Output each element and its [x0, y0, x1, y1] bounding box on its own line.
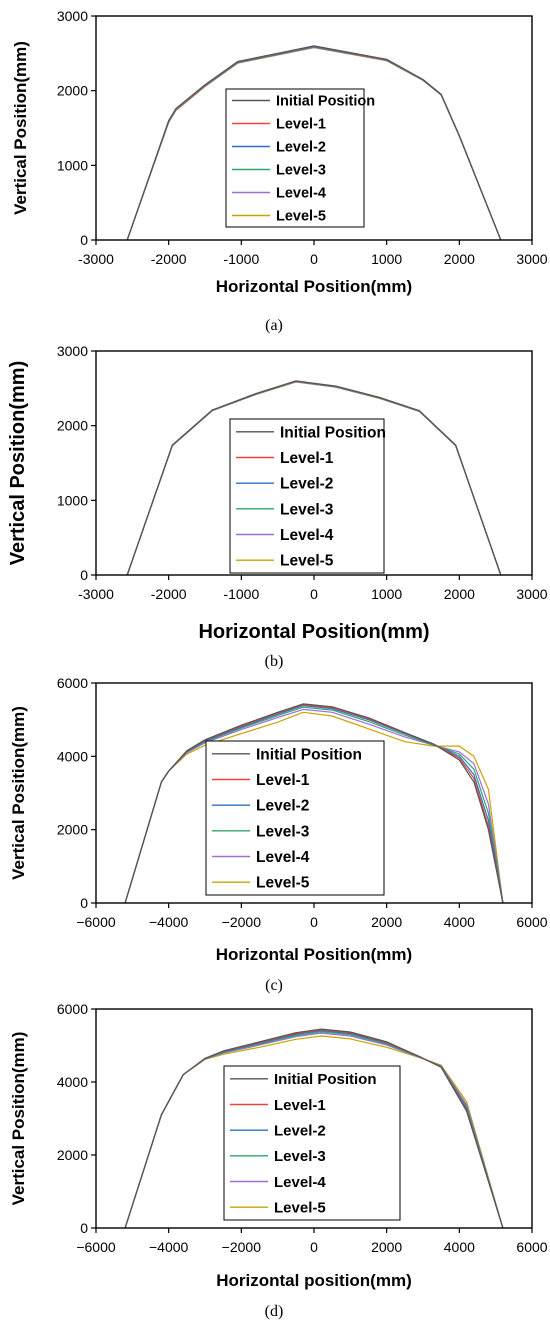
x-tick-label: 1000	[371, 586, 402, 602]
legend-label: Level-5	[280, 553, 334, 570]
legend-box	[205, 740, 385, 896]
y-tick-label: 2000	[57, 418, 88, 434]
series-line-initial-position	[124, 1028, 504, 1229]
y-tick-label: 0	[80, 232, 88, 248]
x-tick-label: -2000	[151, 586, 187, 602]
series-line-initial-position	[126, 45, 502, 241]
x-tick-label: 0	[310, 1239, 318, 1255]
legend-label: Level-3	[280, 501, 334, 518]
legend: Initial Position Level-1 Level-2 Level-3 Lev…	[225, 88, 375, 228]
x-tick-label: -3000	[78, 586, 114, 602]
legend-label: Level-4	[256, 849, 310, 866]
x-tick-label: 0	[310, 251, 318, 267]
series-line-initial-position	[126, 380, 502, 576]
y-tick-label: 4000	[57, 1074, 88, 1090]
x-axis-title: Horizontal Position(mm)	[216, 277, 412, 296]
x-tick-label: 2000	[444, 251, 475, 267]
x-tick-label: -3000	[78, 251, 114, 267]
x-axis-title: Horizontal Position(mm)	[198, 621, 429, 643]
y-axis-title: Vertical Position(mm)	[11, 41, 30, 215]
x-tick-label: -1000	[223, 586, 259, 602]
x-tick-label: 4000	[444, 1239, 475, 1255]
chart-panel: −6000 −4000 −2000 0 2000 4000 6000 0 2000 4000 600…	[9, 675, 548, 994]
y-axis-title: Vertical Position(mm)	[9, 706, 28, 880]
legend-label: Level-2	[276, 140, 326, 156]
panel-caption: (d)	[265, 1303, 284, 1320]
y-tick-label: 1000	[57, 492, 88, 508]
legend-label: Level-1	[274, 1097, 326, 1114]
x-tick-label: 1000	[371, 251, 402, 267]
panel-caption: (c)	[265, 977, 283, 994]
y-tick-label: 0	[80, 895, 88, 911]
x-tick-label: −6000	[76, 1239, 116, 1255]
chart-panel: -3000 -2000 -1000 0 1000 2000 3000 0 1000 2000 300…	[7, 343, 548, 670]
x-tick-label: 2000	[371, 1239, 402, 1255]
x-tick-label: 6000	[516, 914, 547, 930]
legend-label: Initial Position	[274, 1071, 377, 1088]
y-axis-title: Vertical Position(mm)	[9, 1032, 28, 1206]
legend-label: Level-1	[280, 450, 334, 467]
y-tick-label: 1000	[57, 157, 88, 173]
x-tick-label: 2000	[444, 586, 475, 602]
panel-caption: (b)	[265, 653, 284, 670]
x-tick-label: −6000	[76, 914, 116, 930]
chart-panel: −6000 −4000 −2000 0 2000 4000 6000 0 2000 4000 600…	[9, 1001, 548, 1320]
legend-label: Level-4	[274, 1174, 326, 1191]
legend-label: Level-2	[280, 476, 333, 493]
legend-box	[229, 418, 385, 574]
legend-label: Level-3	[276, 163, 326, 179]
y-axis-title: Vertical Position(mm)	[7, 361, 29, 566]
legend-label: Level-2	[274, 1123, 326, 1140]
x-tick-label: −4000	[149, 914, 189, 930]
x-tick-label: -1000	[223, 251, 259, 267]
legend: Initial Position Level-1 Level-2 Level-3 Lev…	[223, 1065, 401, 1221]
x-tick-label: −4000	[149, 1239, 189, 1255]
x-tick-label: 0	[310, 586, 318, 602]
y-tick-label: 3000	[57, 343, 88, 359]
legend-label: Level-5	[276, 209, 326, 225]
legend: Initial Position Level-1 Level-2 Level-3 Lev…	[229, 418, 386, 574]
y-tick-label: 6000	[57, 1001, 88, 1017]
panel-caption: (a)	[265, 317, 283, 334]
y-tick-label: 3000	[57, 8, 88, 24]
legend: Initial Position Level-1 Level-2 Level-3 Lev…	[205, 740, 385, 896]
x-tick-label: 6000	[516, 1239, 547, 1255]
legend-label: Level-4	[280, 527, 334, 544]
legend-label: Level-3	[274, 1148, 326, 1165]
legend-box	[223, 1065, 401, 1221]
legend-box	[225, 88, 365, 228]
series-line-initial-position	[124, 703, 504, 904]
x-tick-label: −2000	[222, 1239, 262, 1255]
x-tick-label: 2000	[371, 914, 402, 930]
y-tick-label: 0	[80, 1220, 88, 1236]
legend-label: Level-4	[276, 186, 326, 202]
legend-label: Initial Position	[280, 424, 386, 441]
y-tick-label: 2000	[57, 1147, 88, 1163]
x-tick-label: 3000	[516, 251, 547, 267]
y-tick-label: 6000	[57, 675, 88, 691]
legend-label: Level-5	[274, 1200, 326, 1217]
legend-label: Level-1	[256, 772, 310, 789]
y-tick-label: 2000	[57, 822, 88, 838]
x-axis-title: Horizontal position(mm)	[216, 1271, 411, 1290]
x-axis-title: Horizontal Position(mm)	[216, 945, 412, 964]
x-tick-label: 4000	[444, 914, 475, 930]
y-tick-label: 2000	[57, 83, 88, 99]
legend-label: Level-3	[256, 823, 310, 840]
x-tick-label: −2000	[222, 914, 262, 930]
chart-panel: -3000 -2000 -1000 0 1000 2000 3000 0 1000 2000 300…	[11, 8, 548, 334]
x-tick-label: 3000	[516, 586, 547, 602]
legend-label: Level-5	[256, 875, 310, 892]
legend-label: Level-1	[276, 117, 326, 133]
y-tick-label: 0	[80, 567, 88, 583]
legend-label: Initial Position	[276, 94, 375, 110]
legend-label: Initial Position	[256, 746, 362, 763]
y-tick-label: 4000	[57, 748, 88, 764]
legend-label: Level-2	[256, 798, 309, 815]
x-tick-label: 0	[310, 914, 318, 930]
x-tick-label: -2000	[151, 251, 187, 267]
